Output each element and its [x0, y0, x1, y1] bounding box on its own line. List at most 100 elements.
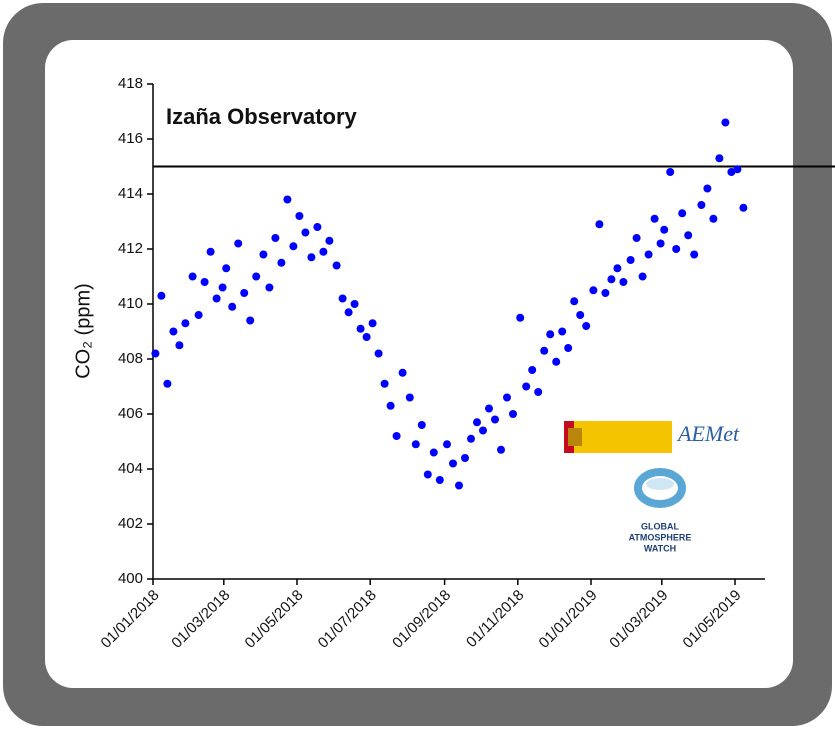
point: [619, 278, 628, 286]
point: [534, 388, 543, 396]
point: [188, 272, 197, 281]
point: [307, 253, 316, 262]
point: [386, 401, 395, 410]
point: [175, 341, 184, 350]
point: [540, 346, 549, 355]
point: [595, 220, 604, 229]
point: [703, 184, 712, 193]
point: [522, 382, 531, 391]
point: [739, 203, 748, 212]
point: [709, 214, 718, 223]
y-tick-label: 414: [118, 185, 143, 202]
point: [313, 223, 322, 231]
point: [218, 283, 227, 292]
point: [638, 272, 647, 281]
point: [656, 239, 665, 248]
point: [632, 234, 641, 242]
point: [715, 154, 724, 163]
point: [252, 272, 261, 281]
point: [157, 291, 166, 300]
point: [368, 319, 377, 328]
y-tick-label: 412: [118, 240, 143, 257]
point: [319, 247, 328, 256]
point: [344, 308, 353, 317]
point: [234, 239, 243, 248]
y-tick-label: 410: [118, 295, 143, 312]
y-tick-label: 404: [118, 460, 143, 477]
point: [350, 300, 359, 308]
point: [528, 366, 537, 374]
point: [570, 297, 579, 306]
point: [194, 311, 203, 319]
point: [516, 313, 525, 322]
point: [589, 286, 598, 295]
point: [151, 349, 160, 358]
point: [356, 324, 365, 333]
point: [613, 264, 622, 273]
point: [200, 278, 209, 286]
point: [259, 250, 268, 259]
point: [212, 294, 221, 303]
point: [362, 333, 371, 341]
aemet-text: AEMet: [676, 421, 740, 446]
point: [325, 236, 334, 245]
y-tick-label: 408: [118, 350, 143, 367]
point: [163, 379, 172, 388]
point: [576, 311, 585, 319]
point: [435, 476, 444, 484]
point: [491, 415, 499, 424]
point: [601, 289, 610, 297]
point: [672, 245, 681, 253]
y-axis-label: CO₂ (ppm): [72, 283, 94, 379]
logo-ring-inner: [646, 478, 674, 490]
point: [240, 289, 249, 297]
logo-ring: [634, 468, 686, 508]
point: [380, 379, 389, 388]
point: [398, 368, 407, 377]
point: [650, 214, 659, 223]
point: [169, 327, 178, 336]
y-tick-label: 418: [118, 75, 143, 92]
point: [338, 294, 347, 303]
point: [626, 256, 635, 264]
point: [283, 195, 292, 204]
aemet-logo: AEMet: [564, 421, 740, 453]
y-tick-label: 416: [118, 130, 143, 147]
panel: [45, 40, 793, 688]
point: [552, 357, 561, 366]
point: [449, 459, 457, 468]
point: [271, 234, 280, 242]
gaw-text: WATCH: [644, 543, 676, 553]
point: [429, 448, 438, 457]
point: [289, 242, 298, 251]
point: [644, 250, 653, 259]
point: [721, 118, 730, 127]
point: [417, 421, 426, 429]
point: [509, 410, 517, 418]
chart-title: Izaña Observatory: [166, 104, 358, 129]
point: [564, 344, 573, 352]
point: [733, 165, 742, 174]
point: [582, 322, 591, 330]
point: [277, 258, 286, 267]
point: [678, 209, 687, 218]
point: [697, 201, 706, 209]
point: [666, 168, 675, 176]
point: [473, 418, 481, 427]
point: [497, 445, 505, 454]
point: [374, 349, 383, 358]
point: [206, 247, 215, 256]
point: [181, 319, 190, 328]
point: [423, 470, 432, 479]
point: [405, 393, 414, 402]
point: [485, 404, 493, 413]
point: [295, 212, 304, 220]
point: [727, 168, 736, 176]
point: [546, 330, 555, 339]
point: [479, 426, 487, 435]
gaw-logo: GLOBAL ATMOSPHERE WATCH: [629, 468, 691, 553]
point: [467, 434, 475, 443]
point: [332, 261, 341, 270]
point: [660, 225, 669, 234]
